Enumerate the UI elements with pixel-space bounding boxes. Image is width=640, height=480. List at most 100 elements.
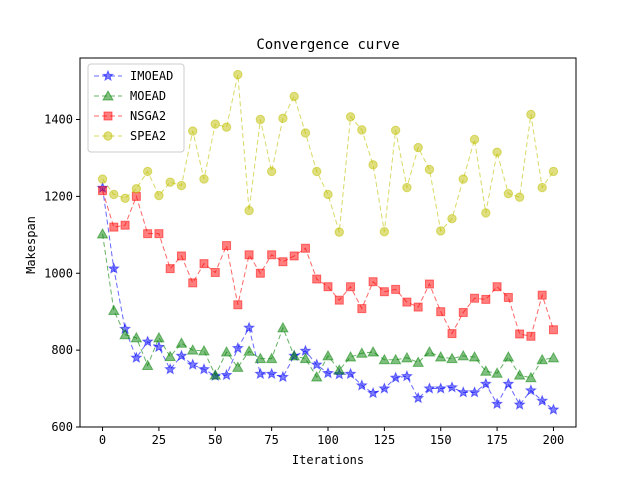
x-tick-label: 75 — [264, 433, 278, 447]
data-point-imoead — [231, 341, 244, 354]
data-point-moead — [186, 344, 199, 355]
data-point-nsga2 — [210, 267, 220, 277]
data-point-moead — [175, 337, 188, 348]
data-point-nsga2 — [143, 229, 153, 239]
data-point-moead — [423, 346, 436, 357]
data-point-nsga2 — [131, 191, 141, 201]
data-point-moead — [355, 347, 368, 358]
data-point-imoead — [220, 368, 233, 381]
data-point-moead — [513, 369, 526, 380]
data-point-spea2 — [210, 119, 220, 129]
data-point-nsga2 — [391, 284, 401, 294]
data-point-imoead — [491, 397, 504, 410]
data-point-moead — [344, 351, 357, 362]
data-point-spea2 — [289, 91, 299, 102]
data-point-imoead — [152, 340, 165, 353]
data-point-nsga2 — [537, 290, 547, 300]
data-point-moead — [434, 351, 447, 362]
data-point-nsga2 — [424, 279, 434, 289]
data-point-spea2 — [233, 69, 243, 80]
data-point-spea2 — [402, 182, 412, 193]
data-point-moead — [107, 304, 120, 316]
data-point-moead — [220, 346, 233, 357]
data-point-nsga2 — [515, 329, 525, 339]
data-point-moead — [401, 351, 413, 363]
data-point-imoead — [141, 335, 154, 347]
data-point-imoead — [321, 366, 335, 379]
x-tick-label: 150 — [430, 433, 452, 447]
data-point-moead — [389, 353, 402, 365]
legend-box — [87, 63, 185, 153]
data-point-nsga2 — [413, 302, 423, 312]
data-point-nsga2 — [503, 292, 513, 302]
data-point-nsga2 — [447, 329, 457, 339]
data-point-imoead — [389, 371, 402, 383]
data-point-spea2 — [244, 205, 254, 216]
data-point-moead — [153, 331, 165, 343]
data-point-spea2 — [548, 166, 559, 177]
data-point-nsga2 — [357, 304, 367, 314]
data-point-spea2 — [368, 160, 378, 170]
data-point-spea2 — [514, 192, 525, 202]
data-point-moead — [457, 349, 470, 361]
data-point-moead — [209, 369, 222, 380]
data-point-nsga2 — [98, 186, 108, 196]
data-point-moead — [536, 353, 549, 365]
data-point-spea2 — [492, 147, 502, 157]
data-point-spea2 — [109, 189, 119, 200]
data-point-imoead — [107, 262, 120, 274]
data-point-moead — [231, 361, 244, 372]
x-tick-label: 50 — [208, 433, 222, 447]
data-point-nsga2 — [481, 294, 491, 304]
data-point-spea2 — [537, 182, 547, 193]
data-point-imoead — [479, 377, 492, 390]
data-point-imoead — [502, 377, 515, 390]
x-tick-label: 200 — [543, 433, 565, 447]
data-point-imoead — [434, 382, 447, 394]
data-point-imoead — [276, 370, 289, 383]
data-point-nsga2 — [368, 277, 378, 287]
data-point-moead — [378, 353, 391, 365]
data-point-nsga2 — [120, 220, 130, 230]
data-point-moead — [412, 356, 425, 367]
x-tick-label: 25 — [152, 433, 166, 447]
data-point-spea2 — [458, 174, 468, 184]
data-point-spea2 — [379, 227, 390, 237]
data-point-moead — [322, 349, 334, 361]
legend-marker-spea2 — [103, 131, 113, 141]
data-point-moead — [525, 371, 537, 383]
data-point-imoead — [468, 386, 481, 398]
y-axis-label: Makespan — [24, 216, 38, 274]
data-point-nsga2 — [267, 250, 277, 260]
data-point-nsga2 — [379, 287, 389, 297]
y-tick-label: 1000 — [44, 266, 73, 280]
data-point-moead — [119, 328, 131, 340]
data-point-spea2 — [176, 180, 187, 191]
data-point-spea2 — [300, 128, 311, 138]
data-point-imoead — [536, 394, 549, 406]
legend-label-moead: MOEAD — [130, 89, 166, 103]
x-axis-label: Iterations — [292, 453, 364, 467]
data-point-nsga2 — [154, 229, 164, 239]
data-point-nsga2 — [199, 259, 209, 269]
data-point-nsga2 — [323, 282, 333, 292]
data-point-nsga2 — [458, 307, 468, 317]
data-point-nsga2 — [255, 268, 265, 278]
data-point-imoead — [130, 351, 143, 363]
data-point-moead — [547, 351, 560, 363]
data-point-spea2 — [357, 125, 367, 135]
data-point-nsga2 — [278, 257, 288, 267]
x-tick-label: 100 — [317, 433, 339, 447]
data-point-imoead — [445, 381, 459, 393]
data-point-spea2 — [131, 183, 142, 194]
data-point-imoead — [378, 382, 391, 394]
data-point-spea2 — [278, 113, 288, 124]
legend-label-spea2: SPEA2 — [130, 129, 166, 143]
data-point-moead — [288, 349, 301, 361]
data-point-spea2 — [165, 177, 175, 187]
y-tick-label: 1200 — [44, 189, 73, 203]
data-point-nsga2 — [233, 300, 243, 310]
data-point-spea2 — [154, 190, 164, 201]
data-point-spea2 — [481, 208, 491, 218]
